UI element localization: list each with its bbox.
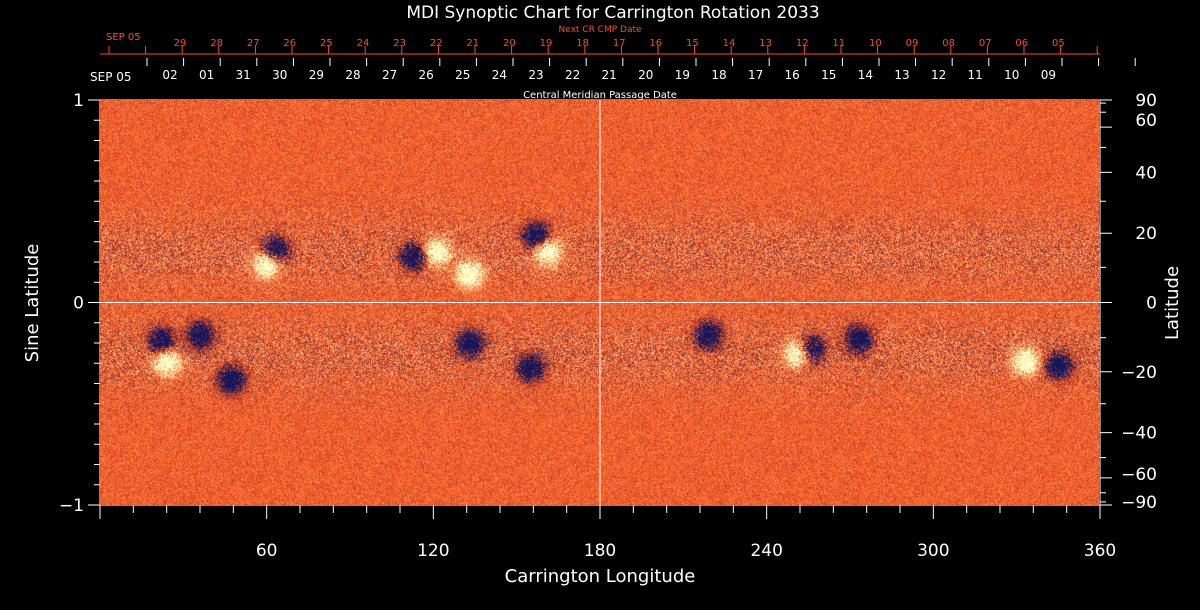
y-left-tick-label: 0 (73, 294, 84, 314)
next-cr-date: 05 (1052, 38, 1065, 49)
next-cr-date: 24 (357, 38, 370, 49)
next-cr-cmp-label: Next CR CMP Date (558, 25, 642, 35)
next-cr-date: 20 (503, 38, 516, 49)
cmp-date: 31 (236, 68, 251, 82)
x-tick-label: 300 (917, 541, 949, 561)
cmp-date-ticks: 02 01 31 30 29 28 27 26 25 24 23 22 21 20 19 18 17 16 15 14… (146, 58, 1136, 82)
y-right-tick-label: −90 (1121, 493, 1157, 513)
cmp-date: 09 (1041, 68, 1056, 82)
y-left-tick-label: 1 (73, 91, 84, 111)
y-right-tick-label: −60 (1121, 465, 1157, 485)
next-cr-date: 13 (759, 38, 772, 49)
next-cr-date: 09 (906, 38, 919, 49)
y-right-tick-label: 20 (1135, 224, 1157, 244)
cmp-date: 11 (968, 68, 983, 82)
cmp-date: 26 (419, 68, 434, 82)
cmp-date: 01 (199, 68, 214, 82)
next-cr-date: 07 (979, 38, 992, 49)
next-cr-date: 15 (686, 38, 699, 49)
y-right-tick-label: 60 (1135, 111, 1157, 131)
next-cr-date: 23 (393, 38, 406, 49)
cmp-date: 25 (455, 68, 470, 82)
y-left-tick-label: −1 (59, 496, 84, 516)
magnetogram-map (100, 100, 1100, 505)
cmp-date: 16 (785, 68, 800, 82)
next-cr-start-label: SEP 05 (106, 32, 141, 43)
next-cr-date: 28 (210, 38, 223, 49)
next-cr-date: 12 (796, 38, 809, 49)
y-right-tick-label: 90 (1135, 91, 1157, 111)
cmp-date: 23 (528, 68, 543, 82)
cmp-date: 18 (711, 68, 726, 82)
cmp-date: 24 (492, 68, 507, 82)
left-axis: 1 0 −1 (59, 91, 100, 516)
cmp-date: 29 (309, 68, 324, 82)
cmp-date: 30 (272, 68, 287, 82)
cmp-date: 02 (162, 68, 177, 82)
x-axis-label: Carrington Longitude (505, 566, 696, 587)
next-cr-date: 25 (320, 38, 333, 49)
cmp-axis-label: Central Meridian Passage Date (523, 90, 677, 101)
next-cr-date-ticks: 29 28 27 26 25 24 23 22 21 20 19 18 17 16 15 14 13 12 11 10… (108, 38, 1098, 54)
next-cr-date: 08 (942, 38, 955, 49)
next-cr-date: 27 (247, 38, 260, 49)
y-axis-right-label: Latitude (1162, 266, 1183, 340)
x-tick-label: 60 (256, 541, 278, 561)
next-cr-date: 29 (174, 38, 187, 49)
y-right-tick-label: −20 (1121, 363, 1157, 383)
cmp-date: 22 (565, 68, 580, 82)
next-cr-date: 14 (723, 38, 736, 49)
next-cr-date: 10 (869, 38, 882, 49)
x-tick-label: 360 (1084, 541, 1116, 561)
y-right-tick-label: 40 (1135, 163, 1157, 183)
next-cr-date: 19 (540, 38, 553, 49)
cmp-date: 10 (1004, 68, 1019, 82)
cmp-date: 28 (345, 68, 360, 82)
cmp-start-label: SEP 05 (90, 70, 132, 84)
cmp-date: 13 (894, 68, 909, 82)
x-tick-label: 120 (417, 541, 449, 561)
x-tick-label: 240 (750, 541, 782, 561)
next-cr-date: 11 (832, 38, 845, 49)
cmp-date: 19 (675, 68, 690, 82)
cmp-date: 14 (858, 68, 873, 82)
y-right-tick-label: −40 (1121, 424, 1157, 444)
bottom-axis: 60 120 180 240 300 360 (99, 505, 1116, 561)
cmp-date: 20 (638, 68, 653, 82)
next-cr-date: 26 (283, 38, 296, 49)
cmp-date: 21 (602, 68, 617, 82)
next-cr-date: 22 (430, 38, 443, 49)
cmp-date: 12 (931, 68, 946, 82)
cmp-date: 15 (821, 68, 836, 82)
chart-title: MDI Synoptic Chart for Carrington Rotati… (406, 3, 819, 23)
cmp-date: 27 (382, 68, 397, 82)
next-cr-date: 18 (576, 38, 589, 49)
next-cr-date: 21 (466, 38, 479, 49)
next-cr-date: 17 (613, 38, 626, 49)
cmp-date: 17 (748, 68, 763, 82)
y-axis-left-label: Sine Latitude (22, 244, 43, 363)
next-cr-date: 16 (649, 38, 662, 49)
x-tick-label: 180 (584, 541, 616, 561)
next-cr-date: 06 (1015, 38, 1028, 49)
y-right-tick-label: 0 (1146, 294, 1157, 314)
